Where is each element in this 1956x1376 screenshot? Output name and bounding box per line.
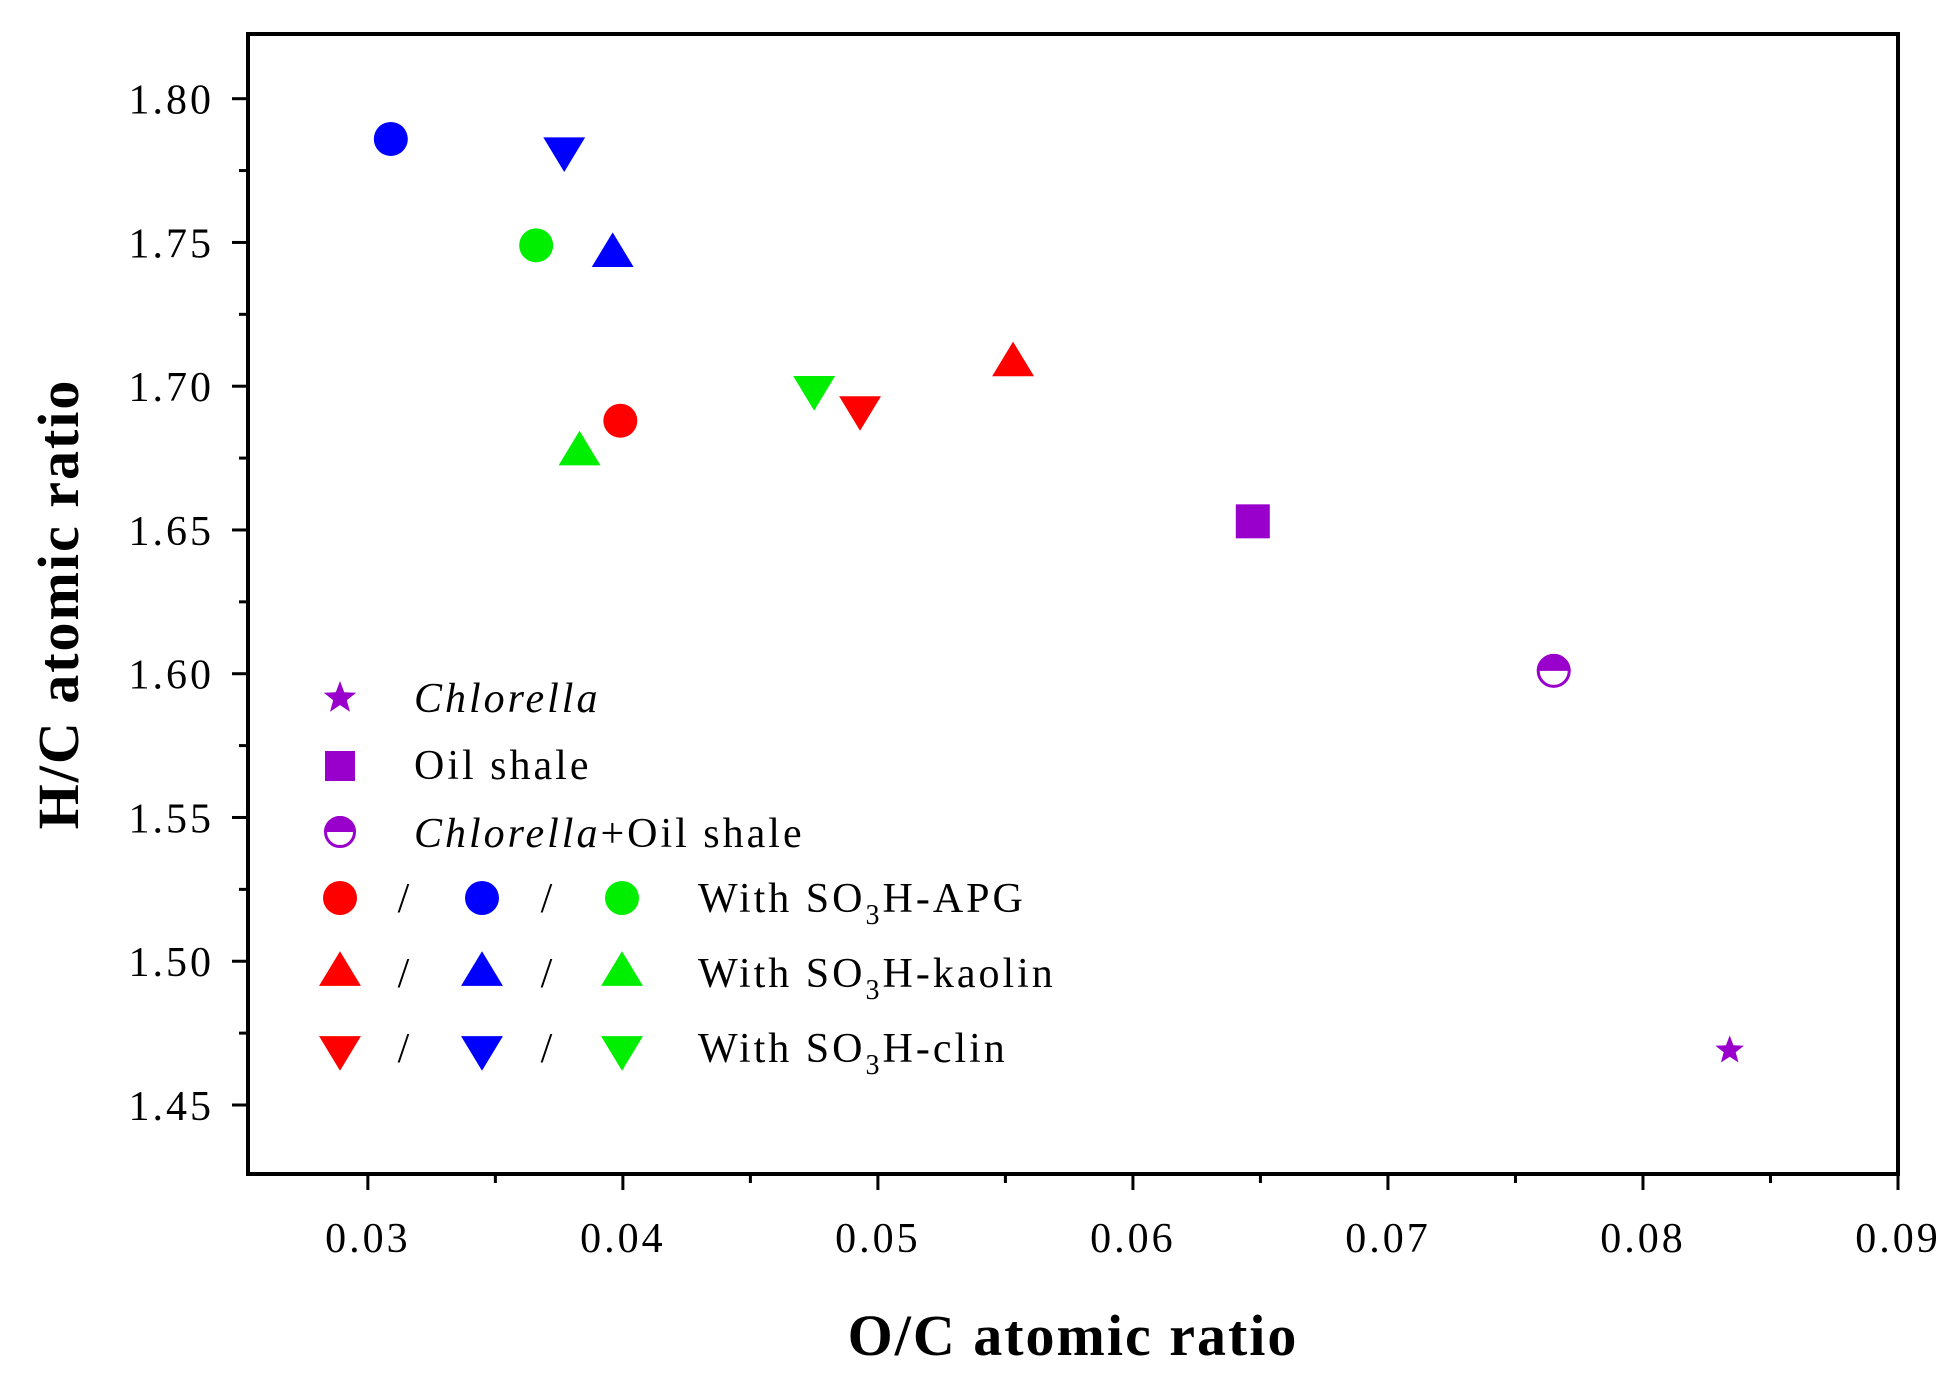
legend-marker-kaolin-blue xyxy=(461,951,503,986)
x-tick-label: 0.07 xyxy=(1345,1216,1431,1262)
data-point-half-circle-purple xyxy=(1536,653,1571,688)
legend-marker-kaolin-green xyxy=(601,951,643,986)
data-point-triangle-down-red xyxy=(839,396,881,431)
y-tick-labels: 1.45 1.50 1.55 1.60 1.65 1.70 1.75 1.80 xyxy=(129,78,215,1130)
data-point-triangle-up-blue xyxy=(591,232,634,267)
x-axis-title: O/C atomic ratio xyxy=(848,1303,1299,1368)
data-point-triangle-up-green xyxy=(558,430,601,466)
y-tick-label: 1.75 xyxy=(129,221,215,267)
legend-marker-clin-red xyxy=(319,1036,361,1071)
x-tick-label: 0.09 xyxy=(1855,1216,1941,1262)
legend-apg-suffix: H-APG xyxy=(883,876,1026,922)
legend-marker-chlorella xyxy=(323,681,357,712)
legend-apg-sub: 3 xyxy=(866,900,883,931)
plot-frame xyxy=(246,32,1900,1176)
legend-marker-apg-red xyxy=(323,881,357,915)
legend-clin-sub: 3 xyxy=(866,1050,883,1081)
data-point-circle-green xyxy=(519,228,554,263)
legend-clin-suffix: H-clin xyxy=(883,1026,1008,1072)
legend-kaolin-suffix: H-kaolin xyxy=(883,951,1056,997)
data-point-triangle-up-red xyxy=(992,341,1035,377)
x-tick-label: 0.08 xyxy=(1600,1216,1686,1262)
legend-marker-clin-blue xyxy=(461,1036,503,1071)
legend-marker-apg-green xyxy=(605,881,639,915)
legend: / / / / / / Chlorella Oil shale Chlorell… xyxy=(319,676,1056,1081)
legend-label-kaolin: With SO3H-kaolin xyxy=(698,951,1056,1006)
legend-marker-clin-green xyxy=(601,1036,643,1071)
y-tick-label: 1.55 xyxy=(129,796,215,842)
legend-label-chlorella: Chlorella xyxy=(414,676,600,722)
x-ticks xyxy=(366,1174,1900,1190)
data-point-star-purple xyxy=(1715,1035,1744,1063)
legend-label-mix-chlorella: Chlorella xyxy=(414,811,600,857)
data-points xyxy=(373,121,1744,1063)
y-tick-label: 1.80 xyxy=(129,78,215,124)
legend-kaolin-prefix: With SO xyxy=(698,951,866,997)
data-point-circle-blue xyxy=(373,121,408,156)
legend-separator-1: / xyxy=(398,876,413,922)
y-tick-label: 1.60 xyxy=(129,653,215,699)
y-tick-label: 1.50 xyxy=(129,940,215,986)
x-tick-label: 0.05 xyxy=(835,1216,921,1262)
x-tick-label: 0.04 xyxy=(580,1216,666,1262)
legend-separator-6: / xyxy=(541,1026,556,1072)
legend-label-oil-shale: Oil shale xyxy=(414,743,591,789)
y-tick-label: 1.70 xyxy=(129,365,215,411)
legend-label-mix-rest: +Oil shale xyxy=(600,811,804,857)
legend-marker-mix xyxy=(324,816,356,848)
legend-clin-prefix: With SO xyxy=(698,1026,866,1072)
data-point-circle-red xyxy=(603,403,638,438)
legend-marker-kaolin-red xyxy=(319,951,361,986)
legend-separator-5: / xyxy=(398,1026,413,1072)
legend-label-apg: With SO3H-APG xyxy=(698,876,1026,931)
legend-marker-oil-shale xyxy=(325,751,355,781)
legend-label-clin: With SO3H-clin xyxy=(698,1026,1008,1081)
data-point-square-purple xyxy=(1235,504,1270,539)
legend-apg-prefix: With SO xyxy=(698,876,866,922)
x-tick-label: 0.03 xyxy=(325,1216,411,1262)
legend-separator-2: / xyxy=(541,876,556,922)
y-axis-title: H/C atomic ratio xyxy=(26,379,91,830)
data-point-triangle-down-blue xyxy=(543,137,586,173)
legend-separator-4: / xyxy=(541,951,556,997)
x-tick-labels: 0.03 0.04 0.05 0.06 0.07 0.08 0.09 xyxy=(325,1216,1941,1262)
legend-kaolin-sub: 3 xyxy=(866,975,883,1006)
y-tick-label: 1.65 xyxy=(129,509,215,555)
legend-separator-3: / xyxy=(398,951,413,997)
x-tick-label: 0.06 xyxy=(1090,1216,1176,1262)
y-tick-label: 1.45 xyxy=(129,1084,215,1130)
legend-marker-apg-blue xyxy=(465,881,499,915)
y-ticks xyxy=(232,97,248,1107)
data-point-triangle-down-green xyxy=(793,376,836,411)
legend-label-mix: Chlorella+Oil shale xyxy=(414,811,805,857)
